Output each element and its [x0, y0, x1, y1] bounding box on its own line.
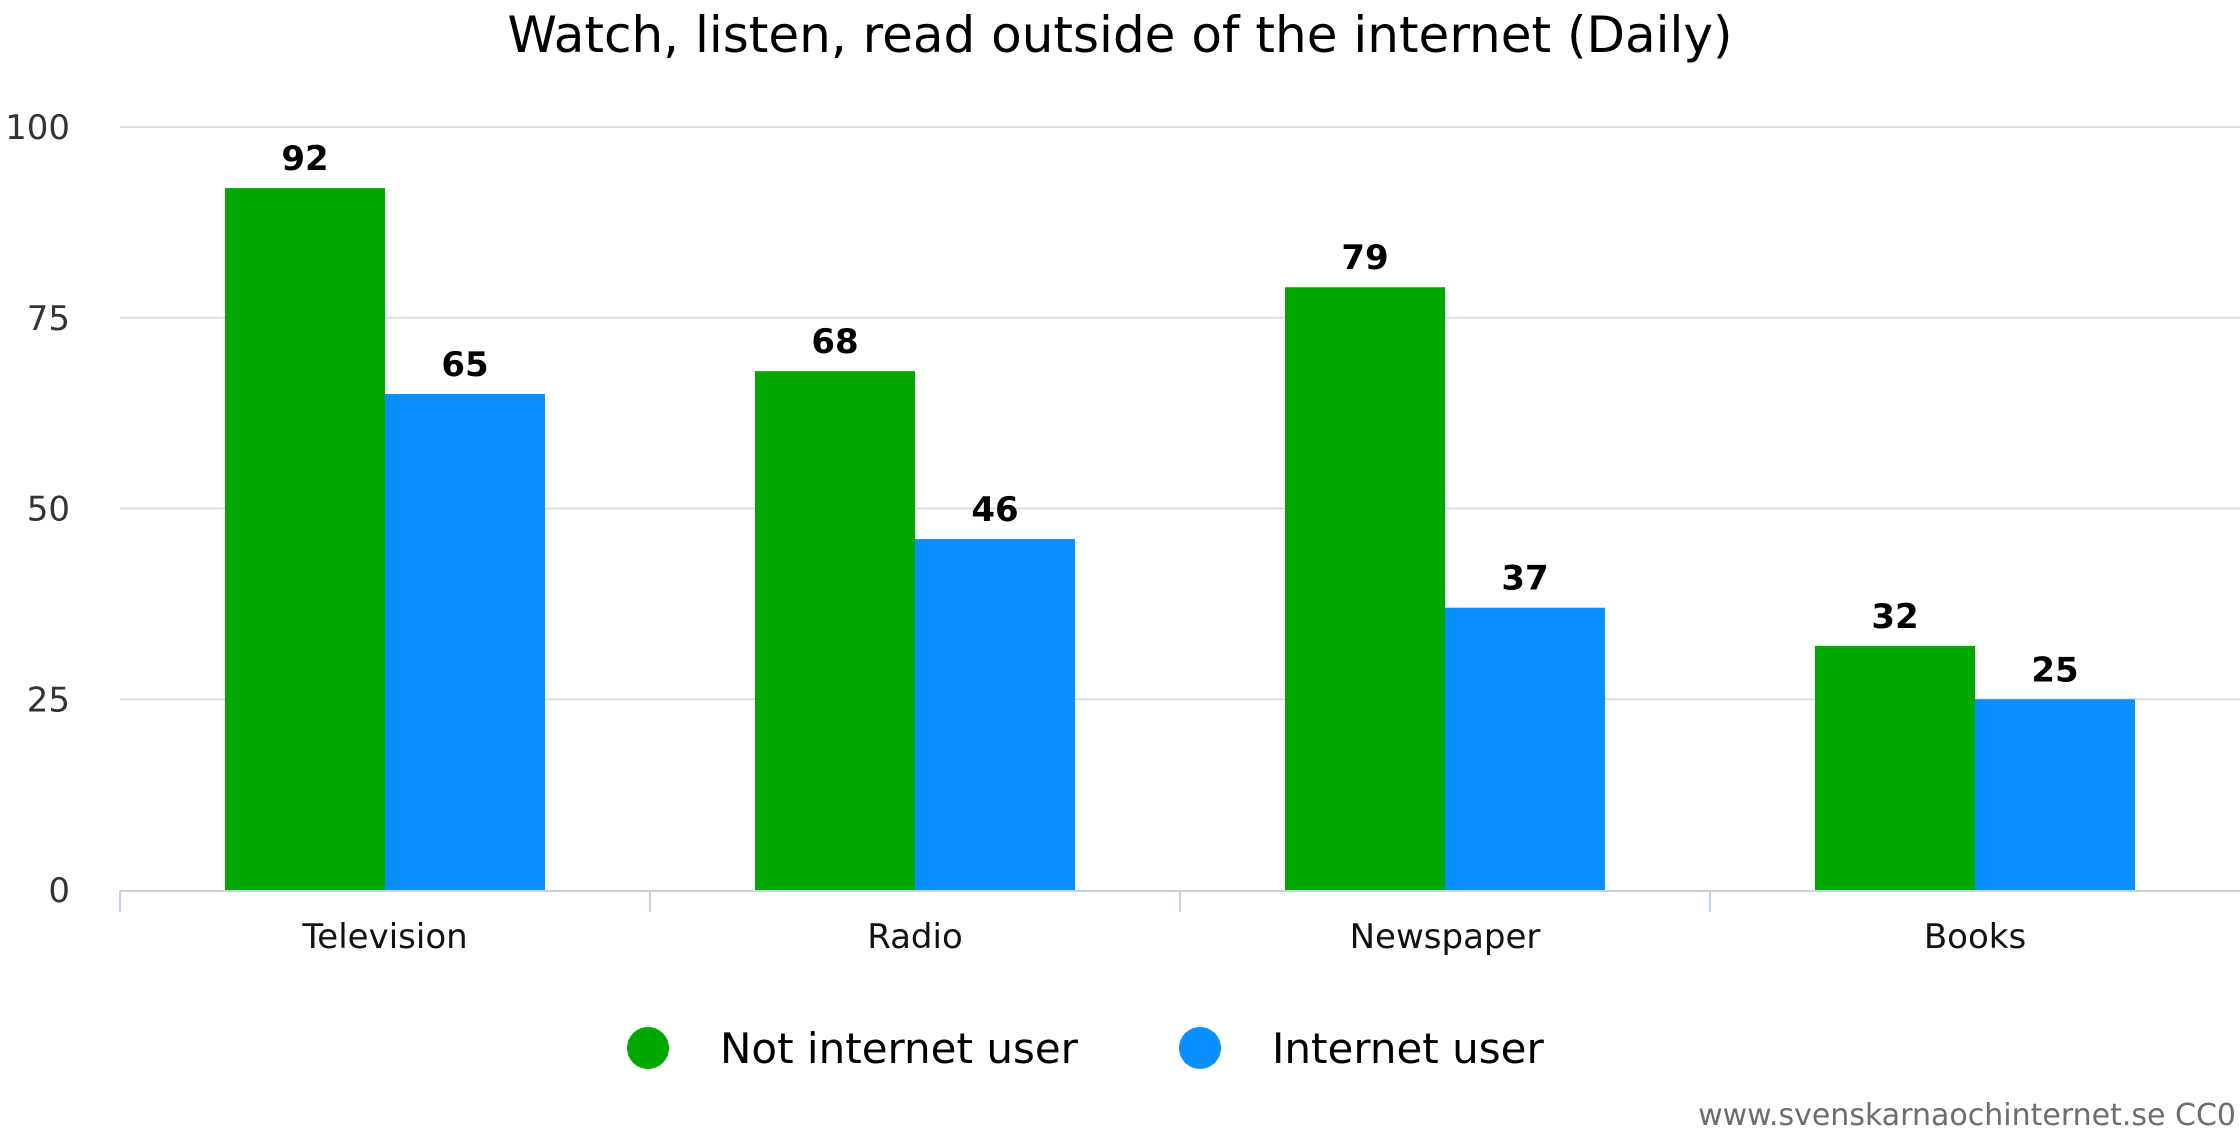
bar-books-not-internet-user [1815, 645, 1975, 890]
data-label: 37 [1501, 559, 1548, 599]
y-tick-label: 25 [27, 680, 70, 720]
x-tick-label: Radio [867, 917, 963, 957]
y-tick-label: 0 [48, 871, 70, 911]
x-axis: Television Radio Newspaper Books [119, 890, 2240, 957]
source-credit: www.svenskarnaochinternet.se CC0 [1698, 1098, 2236, 1133]
data-label: 65 [441, 345, 488, 385]
legend-marker [627, 1027, 669, 1069]
y-tick-label: 100 [5, 108, 70, 148]
x-tick-label: Television [301, 917, 467, 957]
bar-newspaper-internet-user [1445, 607, 1605, 890]
legend-item-not-internet-user[interactable]: Not internet user [627, 1024, 1079, 1073]
legend-marker [1179, 1027, 1221, 1069]
chart-title: Watch, listen, read outside of the inter… [508, 6, 1733, 64]
data-label: 32 [1871, 597, 1918, 637]
bar-radio-internet-user [915, 539, 1075, 890]
legend: Not internet user Internet user [627, 1024, 1544, 1073]
bar-radio-not-internet-user [755, 371, 915, 890]
bar-books-internet-user [1975, 699, 2135, 890]
y-axis-tick-labels: 0 25 50 75 100 [5, 108, 70, 911]
x-tick-label: Books [1924, 917, 2026, 957]
data-label: 68 [811, 322, 858, 362]
bars [225, 188, 2135, 891]
y-tick-label: 75 [27, 299, 70, 339]
bar-television-internet-user [385, 394, 545, 890]
y-tick-label: 50 [27, 490, 70, 530]
bar-newspaper-not-internet-user [1285, 287, 1445, 891]
data-label: 92 [281, 139, 328, 179]
legend-label: Not internet user [720, 1024, 1079, 1073]
data-label: 46 [971, 490, 1018, 530]
legend-label: Internet user [1272, 1024, 1544, 1073]
bar-television-not-internet-user [225, 188, 385, 891]
data-label: 79 [1341, 238, 1388, 278]
legend-item-internet-user[interactable]: Internet user [1179, 1024, 1544, 1073]
x-tick-label: Newspaper [1350, 917, 1541, 957]
data-labels: 92 65 68 46 79 37 32 25 [281, 139, 2078, 690]
data-label: 25 [2031, 650, 2078, 690]
